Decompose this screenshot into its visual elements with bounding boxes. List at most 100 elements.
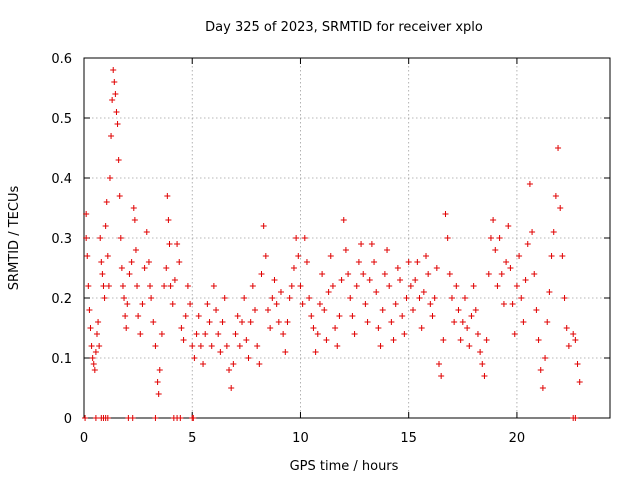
data-point (433, 265, 440, 271)
data-point (267, 325, 274, 331)
data-point (82, 415, 89, 421)
data-point (351, 331, 358, 337)
data-point (124, 301, 131, 307)
data-point (297, 283, 304, 289)
data-point (444, 235, 451, 241)
data-point (286, 295, 293, 301)
data-point (552, 193, 559, 199)
data-point (128, 259, 135, 265)
data-point (116, 193, 123, 199)
data-point (104, 253, 111, 259)
data-point (204, 301, 211, 307)
data-point (323, 337, 330, 343)
data-point (340, 217, 347, 223)
data-point (529, 229, 536, 235)
data-point (163, 265, 170, 271)
data-point (477, 349, 484, 355)
data-point (379, 307, 386, 313)
x-axis-ticks: 0 5 10 15 20 (80, 58, 525, 446)
data-point (114, 121, 121, 127)
data-point (381, 271, 388, 277)
data-point (131, 217, 138, 223)
data-point (189, 343, 196, 349)
data-point (366, 277, 373, 283)
data-point (490, 217, 497, 223)
data-point (217, 349, 224, 355)
data-point (169, 301, 176, 307)
data-point (397, 277, 404, 283)
data-point (110, 67, 117, 73)
data-point (269, 295, 276, 301)
data-point (108, 133, 115, 139)
data-point (498, 271, 505, 277)
data-point (247, 319, 254, 325)
data-point (252, 307, 259, 313)
data-point (184, 283, 191, 289)
data-point (152, 343, 159, 349)
data-point (254, 343, 261, 349)
data-point (190, 415, 197, 421)
data-point (500, 301, 507, 307)
data-point (349, 313, 356, 319)
data-point (195, 313, 202, 319)
data-point (390, 337, 397, 343)
data-point (364, 319, 371, 325)
data-point (103, 199, 110, 205)
data-point (572, 337, 579, 343)
data-point (537, 367, 544, 373)
data-point (321, 307, 328, 313)
x-tick-label: 15 (400, 431, 417, 446)
data-point (425, 271, 432, 277)
data-point (100, 283, 107, 289)
data-point (358, 241, 365, 247)
data-point (423, 253, 430, 259)
data-point (180, 337, 187, 343)
data-point (202, 331, 209, 337)
data-point (446, 271, 453, 277)
data-point (112, 91, 119, 97)
data-point (232, 331, 239, 337)
data-point (91, 367, 98, 373)
data-point (416, 295, 423, 301)
data-point (457, 337, 464, 343)
data-point (145, 259, 152, 265)
data-point (494, 283, 501, 289)
data-point (550, 229, 557, 235)
data-point (353, 283, 360, 289)
data-point (249, 283, 256, 289)
data-point (561, 295, 568, 301)
data-point (325, 289, 332, 295)
data-point (394, 265, 401, 271)
data-point (219, 319, 226, 325)
data-point (271, 277, 278, 283)
data-point (295, 253, 302, 259)
y-tick-label: 0 (64, 412, 72, 427)
data-point (451, 319, 458, 325)
data-point (161, 283, 168, 289)
data-point (118, 265, 125, 271)
x-axis-label: GPS time / hours (290, 459, 399, 474)
data-point (130, 205, 137, 211)
data-point (88, 343, 95, 349)
data-point (373, 289, 380, 295)
data-point (182, 313, 189, 319)
data-point (134, 283, 141, 289)
data-point (386, 283, 393, 289)
data-point (187, 301, 194, 307)
data-point (275, 319, 282, 325)
data-point (93, 331, 100, 337)
data-point (154, 379, 161, 385)
data-point (572, 415, 579, 421)
data-point (533, 307, 540, 313)
data-point (487, 235, 494, 241)
data-point (505, 223, 512, 229)
data-point (208, 343, 215, 349)
data-point (392, 301, 399, 307)
data-point (87, 325, 94, 331)
data-point (531, 271, 538, 277)
data-point (264, 307, 271, 313)
data-point (147, 283, 154, 289)
data-point (234, 313, 241, 319)
data-point (228, 385, 235, 391)
